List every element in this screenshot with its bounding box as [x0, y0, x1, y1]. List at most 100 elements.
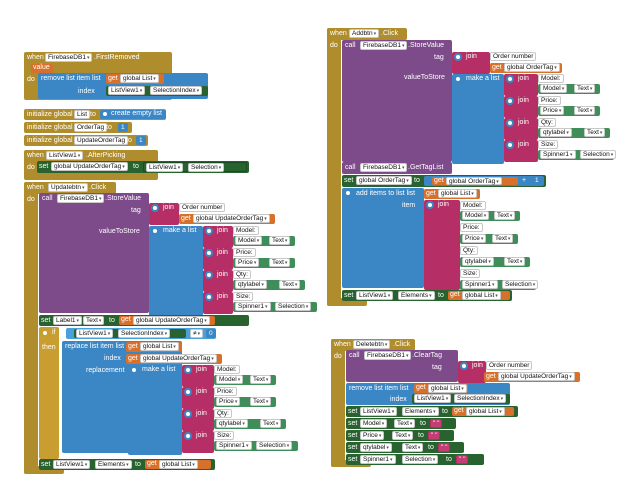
text-qty[interactable]: Qty: — [214, 409, 232, 418]
text-price[interactable]: Price: — [233, 248, 256, 257]
gear-icon[interactable] — [184, 388, 192, 396]
text-order-number[interactable]: Order number — [179, 203, 226, 212]
init-global-updateordertag[interactable]: initialize global UpdateOrderTag to 1 — [24, 135, 148, 146]
gear-icon[interactable] — [344, 189, 352, 197]
gear-icon[interactable] — [460, 362, 468, 370]
qtylabel-text-getter[interactable]: qtylabelText — [233, 280, 305, 290]
gear-icon[interactable] — [454, 75, 462, 83]
text-qty[interactable]: Qty: — [538, 118, 556, 127]
empty-text[interactable]: " " — [428, 431, 441, 440]
gear-icon[interactable] — [184, 432, 192, 440]
text-model[interactable]: Model: — [538, 74, 564, 83]
set-label1-text[interactable]: set Label1 Text to get global UpdateOrde… — [39, 315, 249, 326]
gear-icon[interactable] — [205, 271, 213, 279]
gear-icon[interactable] — [101, 110, 109, 118]
get-global-list[interactable]: get global List — [106, 74, 164, 84]
model-text-getter[interactable]: ModelText — [460, 211, 520, 221]
text-size[interactable]: Size: — [538, 140, 559, 149]
addbtn-click-block[interactable] — [327, 28, 341, 306]
set-model-text-empty[interactable]: set Model Text to " " — [346, 418, 456, 429]
price-text-getter[interactable]: PriceText — [460, 234, 518, 244]
text-size[interactable]: Size: — [460, 269, 481, 278]
listview-selection[interactable]: ListView1 Selection — [143, 162, 247, 172]
make-a-list-replacement[interactable]: make a list — [128, 365, 182, 455]
text-price[interactable]: Price: — [214, 387, 237, 396]
gear-icon[interactable] — [130, 366, 138, 374]
set-global-ordertag[interactable]: set global OrderTag to get global OrderT… — [342, 175, 546, 187]
gear-icon[interactable] — [41, 329, 49, 337]
join-row-model[interactable]: join — [504, 74, 538, 96]
get-global-updateordertag[interactable]: get global UpdateOrderTag — [179, 214, 275, 224]
updatebtn-header[interactable]: when Updatebtn .Click — [24, 182, 116, 194]
param-value[interactable]: value — [31, 64, 53, 73]
text-price[interactable]: Price: — [460, 223, 483, 232]
call-cleartag[interactable]: call FirebaseDB1 .ClearTag tag — [346, 350, 458, 382]
get-global-list[interactable]: get global List — [414, 384, 468, 393]
join-tag-add[interactable]: join — [452, 52, 490, 74]
get-global-list[interactable]: get global List — [145, 460, 211, 469]
join-tag-update[interactable]: join — [149, 203, 179, 225]
number-0[interactable]: 0 — [206, 329, 216, 338]
text-model[interactable]: Model: — [214, 365, 240, 374]
number-1[interactable]: 1 — [136, 136, 146, 145]
spinner-selection-getter[interactable]: Spinner1Selection — [538, 150, 617, 160]
join-item[interactable]: join — [424, 200, 460, 290]
component-dropdown[interactable]: FirebaseDB1 — [45, 53, 93, 62]
gear-icon[interactable] — [184, 366, 192, 374]
get-global-list[interactable]: get global List — [448, 291, 510, 300]
text-qty[interactable]: Qty: — [460, 246, 478, 255]
get-global-list[interactable]: get global List — [126, 342, 182, 352]
gear-icon[interactable] — [506, 75, 514, 83]
text-model[interactable]: Model: — [460, 201, 486, 210]
deletebtn-header[interactable]: when Deletebtn .Click — [331, 339, 415, 351]
get-global-updateordertag[interactable]: get global UpdateOrderTag — [126, 354, 222, 364]
join-row-qty[interactable]: join — [504, 118, 538, 140]
add-items-to-list[interactable]: add items to list list item — [342, 188, 424, 288]
call-storevalue-update[interactable]: call FirebaseDB1 .StoreValue tag valueTo… — [39, 193, 149, 313]
price-text-getter[interactable]: PriceText — [214, 397, 276, 407]
join-row-model[interactable]: join — [203, 226, 233, 248]
join-row-model[interactable]: join — [182, 365, 214, 387]
set-price-text-empty[interactable]: set Price Text to " " — [346, 430, 454, 441]
get-global-ordertag[interactable]: get global OrderTag — [490, 63, 562, 73]
init-global-list[interactable]: initialize global List to create empty l… — [24, 109, 166, 120]
price-text-getter[interactable]: PriceText — [233, 258, 295, 268]
plus-block[interactable]: get global OrderTag + 1 — [424, 176, 544, 186]
gear-icon[interactable] — [506, 97, 514, 105]
text-order-number[interactable]: Order number — [486, 361, 533, 370]
gear-icon[interactable] — [151, 227, 159, 235]
text-price[interactable]: Price: — [538, 96, 561, 105]
neq-operator[interactable]: ≠ — [190, 329, 204, 338]
join-row-price[interactable]: join — [182, 387, 214, 409]
create-empty-list[interactable]: create empty list — [100, 110, 166, 119]
gear-icon[interactable] — [205, 293, 213, 301]
get-global-updateordertag[interactable]: get global UpdateOrderTag — [119, 316, 215, 325]
join-row-size[interactable]: join — [182, 431, 214, 453]
text-size[interactable]: Size: — [233, 292, 254, 301]
get-global-list[interactable]: get global List — [424, 189, 480, 199]
compare-block[interactable]: ListView1 SelectionIndex ≠ 0 — [66, 328, 216, 339]
addbtn-header[interactable]: when Addbtn .Click — [327, 28, 407, 40]
gear-icon[interactable] — [205, 249, 213, 257]
set-global-updateordertag[interactable]: set global UpdateOrderTag to ListView1 S… — [37, 161, 249, 173]
updatebtn-footer[interactable] — [24, 466, 64, 474]
if-block[interactable]: if then — [39, 327, 59, 459]
qtylabel-text-getter[interactable]: qtylabelText — [460, 257, 530, 267]
join-row-price[interactable]: join — [504, 96, 538, 118]
text-model[interactable]: Model: — [233, 226, 259, 235]
empty-text[interactable]: " " — [456, 455, 469, 464]
qtylabel-text-getter[interactable]: qtylabelText — [214, 419, 286, 429]
join-row-qty[interactable]: join — [182, 409, 214, 431]
updatebtn-click-block[interactable] — [24, 182, 38, 474]
qtylabel-text-getter[interactable]: qtylabelText — [538, 128, 610, 138]
join-row-price[interactable]: join — [203, 248, 233, 270]
gear-icon[interactable] — [151, 204, 159, 212]
gear-icon[interactable] — [506, 141, 514, 149]
gear-icon[interactable] — [454, 53, 462, 61]
addbtn-footer[interactable] — [327, 298, 367, 306]
gear-icon[interactable] — [426, 201, 434, 209]
number-1[interactable]: 1 — [532, 176, 542, 185]
get-global-updateordertag[interactable]: get global UpdateOrderTag — [484, 372, 580, 382]
